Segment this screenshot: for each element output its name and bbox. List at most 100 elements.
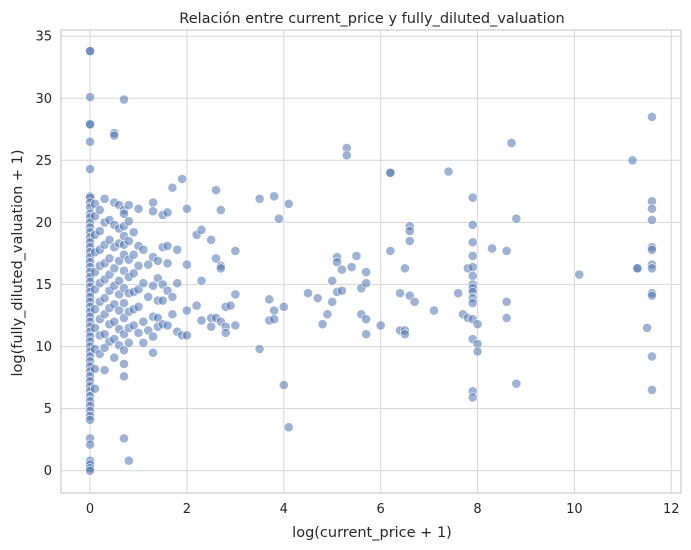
x-tick-label: 6: [377, 502, 385, 517]
data-point: [506, 138, 517, 148]
data-point: [467, 298, 478, 308]
data-point: [109, 263, 120, 274]
data-point: [269, 191, 280, 202]
data-point: [99, 329, 110, 340]
data-point: [148, 331, 158, 342]
data-point: [152, 255, 163, 266]
x-tick-label: 4: [280, 502, 288, 517]
data-point: [467, 392, 478, 403]
data-point: [254, 344, 265, 354]
data-point: [647, 385, 657, 395]
data-point: [119, 433, 129, 444]
data-point: [254, 193, 265, 204]
data-point: [104, 253, 115, 264]
data-point: [627, 155, 638, 166]
data-point: [123, 337, 134, 348]
data-point: [114, 275, 125, 286]
data-point: [196, 275, 207, 286]
data-point: [99, 193, 110, 204]
data-point: [303, 288, 313, 299]
data-point: [361, 267, 372, 277]
data-point: [230, 320, 241, 331]
y-axis-label: log(fully_diluted_valuation + 1): [10, 149, 26, 376]
data-point: [467, 270, 478, 281]
data-point: [182, 330, 192, 341]
data-point: [230, 246, 241, 256]
data-point: [182, 259, 192, 270]
data-point: [133, 301, 144, 312]
data-point: [385, 167, 396, 178]
x-axis-label: log(current_price + 1): [292, 525, 452, 541]
data-point: [220, 327, 231, 338]
data-point: [119, 359, 129, 369]
data-point: [133, 327, 144, 338]
data-point: [264, 294, 275, 305]
data-point: [114, 305, 125, 316]
data-point: [351, 251, 362, 261]
grid-lines: [61, 30, 681, 493]
data-point: [196, 315, 207, 326]
data-point: [85, 465, 95, 476]
data-point: [138, 337, 149, 348]
data-point: [472, 346, 483, 357]
data-point: [400, 263, 410, 274]
y-tick-label: 20: [35, 216, 52, 231]
data-point: [119, 371, 129, 382]
data-point: [196, 224, 207, 235]
data-point: [283, 198, 294, 209]
data-point: [404, 226, 415, 236]
data-point: [119, 208, 129, 219]
data-point: [361, 329, 372, 340]
data-point: [225, 300, 236, 311]
data-point: [133, 260, 144, 271]
y-tick-label: 5: [44, 402, 52, 417]
data-point: [162, 320, 173, 331]
data-point: [109, 316, 120, 327]
x-tick-label: 0: [86, 502, 94, 517]
data-point: [215, 263, 226, 274]
data-point: [167, 182, 178, 193]
data-point: [191, 300, 202, 311]
data-point: [467, 262, 478, 272]
data-point: [138, 244, 149, 255]
data-point: [269, 314, 280, 325]
data-point: [128, 268, 139, 279]
data-point: [109, 352, 120, 363]
data-point: [123, 455, 134, 466]
data-point: [90, 323, 100, 333]
data-point: [123, 216, 134, 227]
data-point: [128, 227, 139, 238]
data-point: [138, 316, 149, 327]
data-point: [172, 278, 183, 289]
data-point: [341, 150, 352, 161]
data-point: [94, 205, 105, 215]
data-point: [453, 288, 464, 299]
data-point: [346, 262, 357, 272]
data-point: [632, 263, 643, 274]
data-point: [177, 174, 187, 184]
data-point: [467, 219, 478, 230]
data-point: [647, 203, 657, 214]
data-point: [312, 293, 323, 304]
data-point: [90, 363, 100, 374]
plot-frame: [60, 29, 682, 494]
y-tick-label: 15: [35, 278, 52, 293]
data-point: [85, 136, 95, 147]
data-point: [501, 296, 512, 307]
y-tick-label: 10: [35, 340, 52, 355]
x-tick-label: 10: [566, 502, 583, 517]
data-point: [162, 258, 173, 269]
data-point: [361, 314, 372, 325]
data-point: [85, 414, 95, 425]
x-tick-label: 8: [473, 502, 481, 517]
y-tick-labels: 0 5 10 15 20 25 30 35: [35, 30, 52, 479]
data-point: [157, 295, 168, 306]
y-tick-label: 35: [35, 30, 52, 45]
data-point: [487, 243, 497, 254]
data-point: [317, 319, 328, 330]
data-point: [182, 203, 192, 214]
data-point: [206, 234, 217, 245]
y-tick-label: 25: [35, 154, 52, 169]
data-point: [109, 130, 120, 141]
